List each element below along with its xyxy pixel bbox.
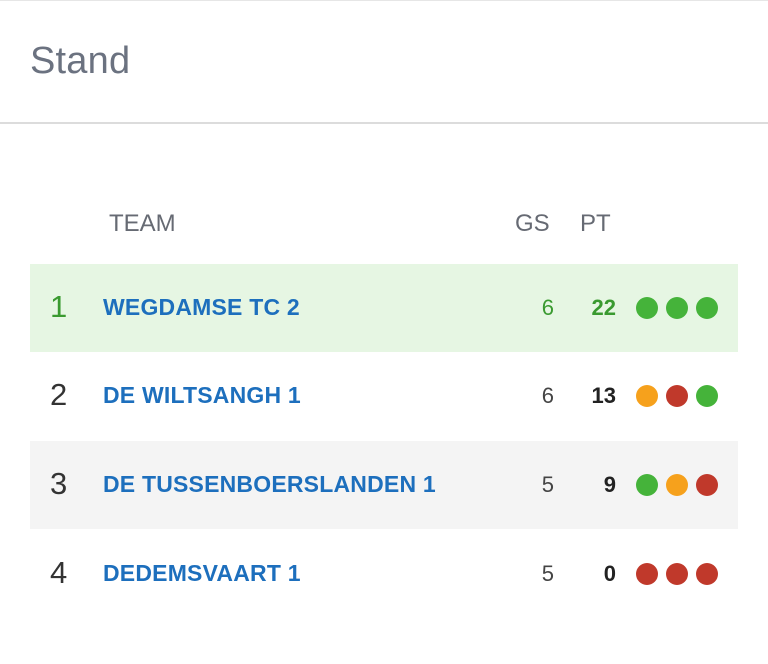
form-dot — [666, 297, 688, 319]
column-header-gs: GS — [515, 210, 550, 237]
form-dots — [636, 474, 718, 496]
form-dot — [696, 385, 718, 407]
form-dot — [696, 297, 718, 319]
games-played: 5 — [541, 472, 554, 497]
points: 13 — [591, 383, 616, 408]
form-dot — [696, 563, 718, 585]
form-dots — [636, 385, 718, 407]
standings-header: Stand — [0, 0, 768, 124]
form-dot — [636, 474, 658, 496]
rank: 1 — [50, 289, 68, 324]
team-link[interactable]: WEGDAMSE TC 2 — [103, 294, 300, 320]
page-title: Stand — [30, 40, 131, 82]
column-header-team: TEAM — [109, 210, 176, 237]
games-played: 6 — [541, 295, 554, 320]
team-link[interactable]: DE TUSSENBOERSLANDEN 1 — [103, 471, 436, 497]
table-row: 4 DEDEMSVAART 1 5 0 — [30, 530, 738, 618]
column-header-pt: PT — [580, 210, 611, 237]
form-dot — [696, 474, 718, 496]
rank: 3 — [50, 466, 68, 501]
games-played: 5 — [541, 561, 554, 586]
form-dot — [666, 474, 688, 496]
table-row: 3 DE TUSSENBOERSLANDEN 1 5 9 — [30, 441, 738, 529]
form-dots — [636, 563, 718, 585]
team-link[interactable]: DE WILTSANGH 1 — [103, 382, 301, 408]
form-dot — [636, 385, 658, 407]
table-row: 2 DE WILTSANGH 1 6 13 — [30, 352, 738, 440]
points: 22 — [591, 295, 616, 320]
rank: 2 — [50, 377, 68, 412]
top-border — [0, 0, 768, 1]
games-played: 6 — [541, 383, 554, 408]
team-link[interactable]: DEDEMSVAART 1 — [103, 560, 301, 586]
form-dot — [666, 385, 688, 407]
form-dot — [666, 563, 688, 585]
rank: 4 — [50, 555, 68, 590]
form-dot — [636, 297, 658, 319]
form-dots — [636, 297, 718, 319]
points: 9 — [603, 472, 616, 497]
form-dot — [636, 563, 658, 585]
points: 0 — [603, 561, 616, 586]
table-row: 1 WEGDAMSE TC 2 6 22 — [30, 264, 738, 352]
